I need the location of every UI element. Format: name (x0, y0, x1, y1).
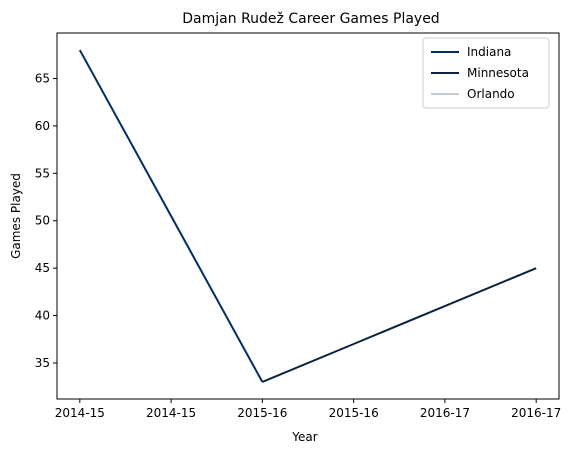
series-line-indiana (78, 49, 264, 383)
y-tick-label: 60 (35, 119, 50, 133)
y-tick-label: 50 (35, 214, 50, 228)
y-tick-label: 55 (35, 166, 50, 180)
x-tick-label: 2015-16 (237, 406, 287, 420)
y-tick-label: 65 (35, 72, 50, 86)
legend-label-minnesota: Minnesota (467, 66, 529, 80)
x-tick-label: 2016-17 (420, 406, 470, 420)
x-tick-label: 2016-17 (511, 406, 561, 420)
x-tick-label: 2014-15 (55, 406, 105, 420)
legend: Indiana Minnesota Orlando (422, 37, 550, 109)
legend-box (422, 37, 550, 109)
x-axis-ticks: 2014-15 2014-15 2015-16 2015-16 2016-17 2016-… (55, 399, 561, 420)
legend-label-orlando: Orlando (467, 87, 515, 101)
y-axis-label: Games Played (9, 173, 23, 259)
y-tick-label: 40 (35, 309, 50, 323)
y-tick-label: 45 (35, 261, 50, 275)
legend-label-indiana: Indiana (467, 45, 511, 59)
x-axis-label: Year (291, 430, 317, 444)
series-layer (78, 49, 537, 383)
chart-title: Damjan Rudež Career Games Played (182, 11, 439, 27)
x-tick-label: 2014-15 (146, 406, 196, 420)
y-tick-label: 35 (35, 356, 50, 370)
x-tick-label: 2015-16 (329, 406, 379, 420)
series-line-minnesota (261, 267, 537, 383)
y-axis-ticks: 35 40 45 50 55 60 65 (35, 72, 57, 370)
plot-frame (56, 32, 560, 400)
